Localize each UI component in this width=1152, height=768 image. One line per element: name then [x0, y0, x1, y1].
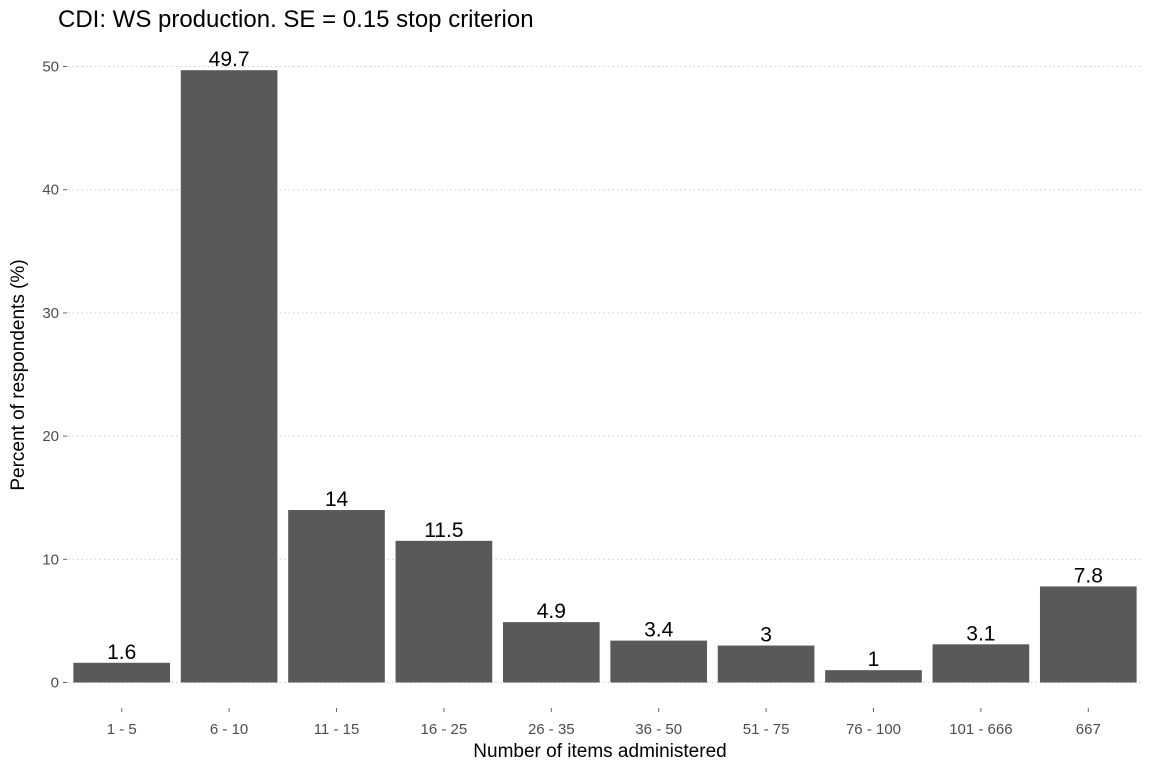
x-axis-ticks: 1 - 5 6 - 10 11 - 15 16 - 25 26 - 35 36 - 50 5… — [107, 708, 1101, 738]
bar-value-label: 3.1 — [966, 622, 995, 645]
bar-value-label: 11.5 — [424, 519, 463, 542]
bar — [502, 622, 600, 683]
x-tick-label: 51 - 75 — [743, 721, 790, 738]
x-tick-label: 101 - 666 — [949, 721, 1012, 738]
bar-value-label: 3 — [760, 624, 772, 647]
bar-value-label: 7.8 — [1074, 564, 1103, 587]
x-tick-label: 1 - 5 — [107, 721, 137, 738]
bar-value-label: 4.9 — [537, 600, 566, 623]
y-tick-label: 0 — [51, 675, 59, 692]
bar — [717, 645, 815, 683]
y-tick-label: 20 — [42, 428, 59, 445]
y-axis-ticks: 0 10 20 30 40 50 — [42, 59, 67, 692]
y-tick-label: 40 — [42, 182, 59, 199]
bar — [825, 670, 922, 683]
y-tick-label: 10 — [42, 551, 59, 568]
y-tick-label: 50 — [42, 59, 59, 76]
chart-title: CDI: WS production. SE = 0.15 stop crite… — [58, 6, 534, 33]
bar — [1039, 586, 1137, 683]
x-tick-label: 36 - 50 — [635, 721, 682, 738]
bar-value-label: 14 — [325, 488, 349, 511]
bar — [932, 644, 1030, 683]
bar — [395, 540, 493, 683]
bar — [610, 640, 708, 683]
x-tick-label: 11 - 15 — [314, 721, 360, 738]
bar-value-label: 49.7 — [209, 48, 250, 71]
x-tick-label: 16 - 25 — [421, 721, 468, 738]
y-tick-label: 30 — [42, 305, 59, 322]
bars — [73, 70, 1137, 683]
bar-value-label: 1.6 — [107, 641, 136, 664]
x-tick-label: 6 - 10 — [210, 721, 248, 738]
bar-value-label: 1 — [868, 648, 880, 671]
y-axis-title: Percent of respondents (%) — [8, 259, 29, 490]
x-axis-title: Number of items administered — [473, 741, 726, 762]
x-tick-label: 26 - 35 — [528, 721, 575, 738]
data-labels: 1.6 49.7 14 11.5 4.9 3.4 3 1 3.1 7.8 — [107, 48, 1103, 671]
bar-value-label: 3.4 — [644, 619, 674, 642]
x-tick-label: 667 — [1076, 721, 1101, 738]
x-tick-label: 76 - 100 — [846, 721, 901, 738]
bar — [288, 510, 385, 683]
bar — [73, 662, 171, 683]
bar — [180, 70, 278, 683]
gridlines — [68, 66, 1142, 683]
